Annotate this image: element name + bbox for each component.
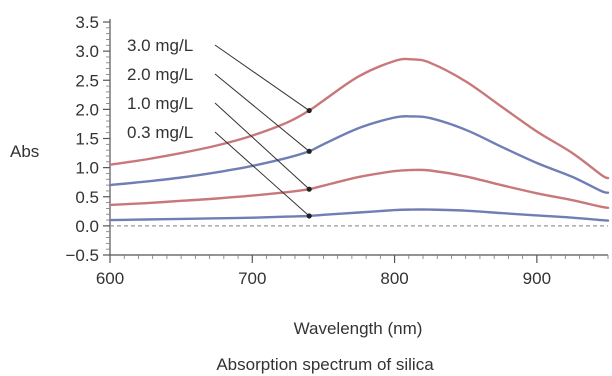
x-tick-label: 900 [523, 269, 551, 288]
series-line-0 [108, 57, 610, 180]
x-axis: 600 700 800 900 [96, 254, 609, 288]
series-callouts: 3.0 mg/L 2.0 mg/L 1.0 mg/L 0.3 mg/L [127, 36, 312, 219]
y-axis-label: Abs [10, 142, 39, 161]
series-group [108, 57, 610, 222]
series-label: 1.0 mg/L [127, 94, 193, 113]
series-label: 2.0 mg/L [127, 65, 193, 84]
y-tick-label: 1.0 [75, 159, 99, 178]
x-axis-label: Wavelength (nm) [294, 319, 423, 338]
chart-caption: Absorption spectrum of silica [216, 355, 434, 374]
y-tick-label: 3.0 [75, 42, 99, 61]
leader-line [214, 102, 310, 190]
series-line-2 [108, 168, 610, 209]
marker-dot [306, 186, 312, 192]
y-axis: −0.5 0.0 0.5 1.0 1.5 2.0 2.5 3.0 3.5 [65, 13, 111, 265]
marker-dot [306, 213, 312, 219]
y-tick-label: 2.5 [75, 71, 99, 90]
series-label: 0.3 mg/L [127, 123, 193, 142]
series-line-3 [108, 208, 610, 222]
leader-line [214, 131, 310, 217]
marker-dot [306, 107, 312, 114]
y-tick-label: 2.0 [75, 100, 99, 119]
series-label: 3.0 mg/L [127, 36, 193, 55]
leader-line [214, 73, 310, 152]
leader-line [214, 44, 310, 111]
y-tick-label: −0.5 [65, 246, 99, 265]
y-tick-label: 0.0 [75, 217, 99, 236]
x-tick-label: 800 [380, 269, 408, 288]
marker-dot [306, 148, 312, 154]
x-tick-label: 700 [238, 269, 266, 288]
y-tick-label: 1.5 [75, 130, 99, 149]
y-tick-label: 0.5 [75, 188, 99, 207]
series-line-1 [108, 115, 610, 194]
y-tick-label: 3.5 [75, 13, 99, 32]
x-tick-label: 600 [96, 269, 124, 288]
